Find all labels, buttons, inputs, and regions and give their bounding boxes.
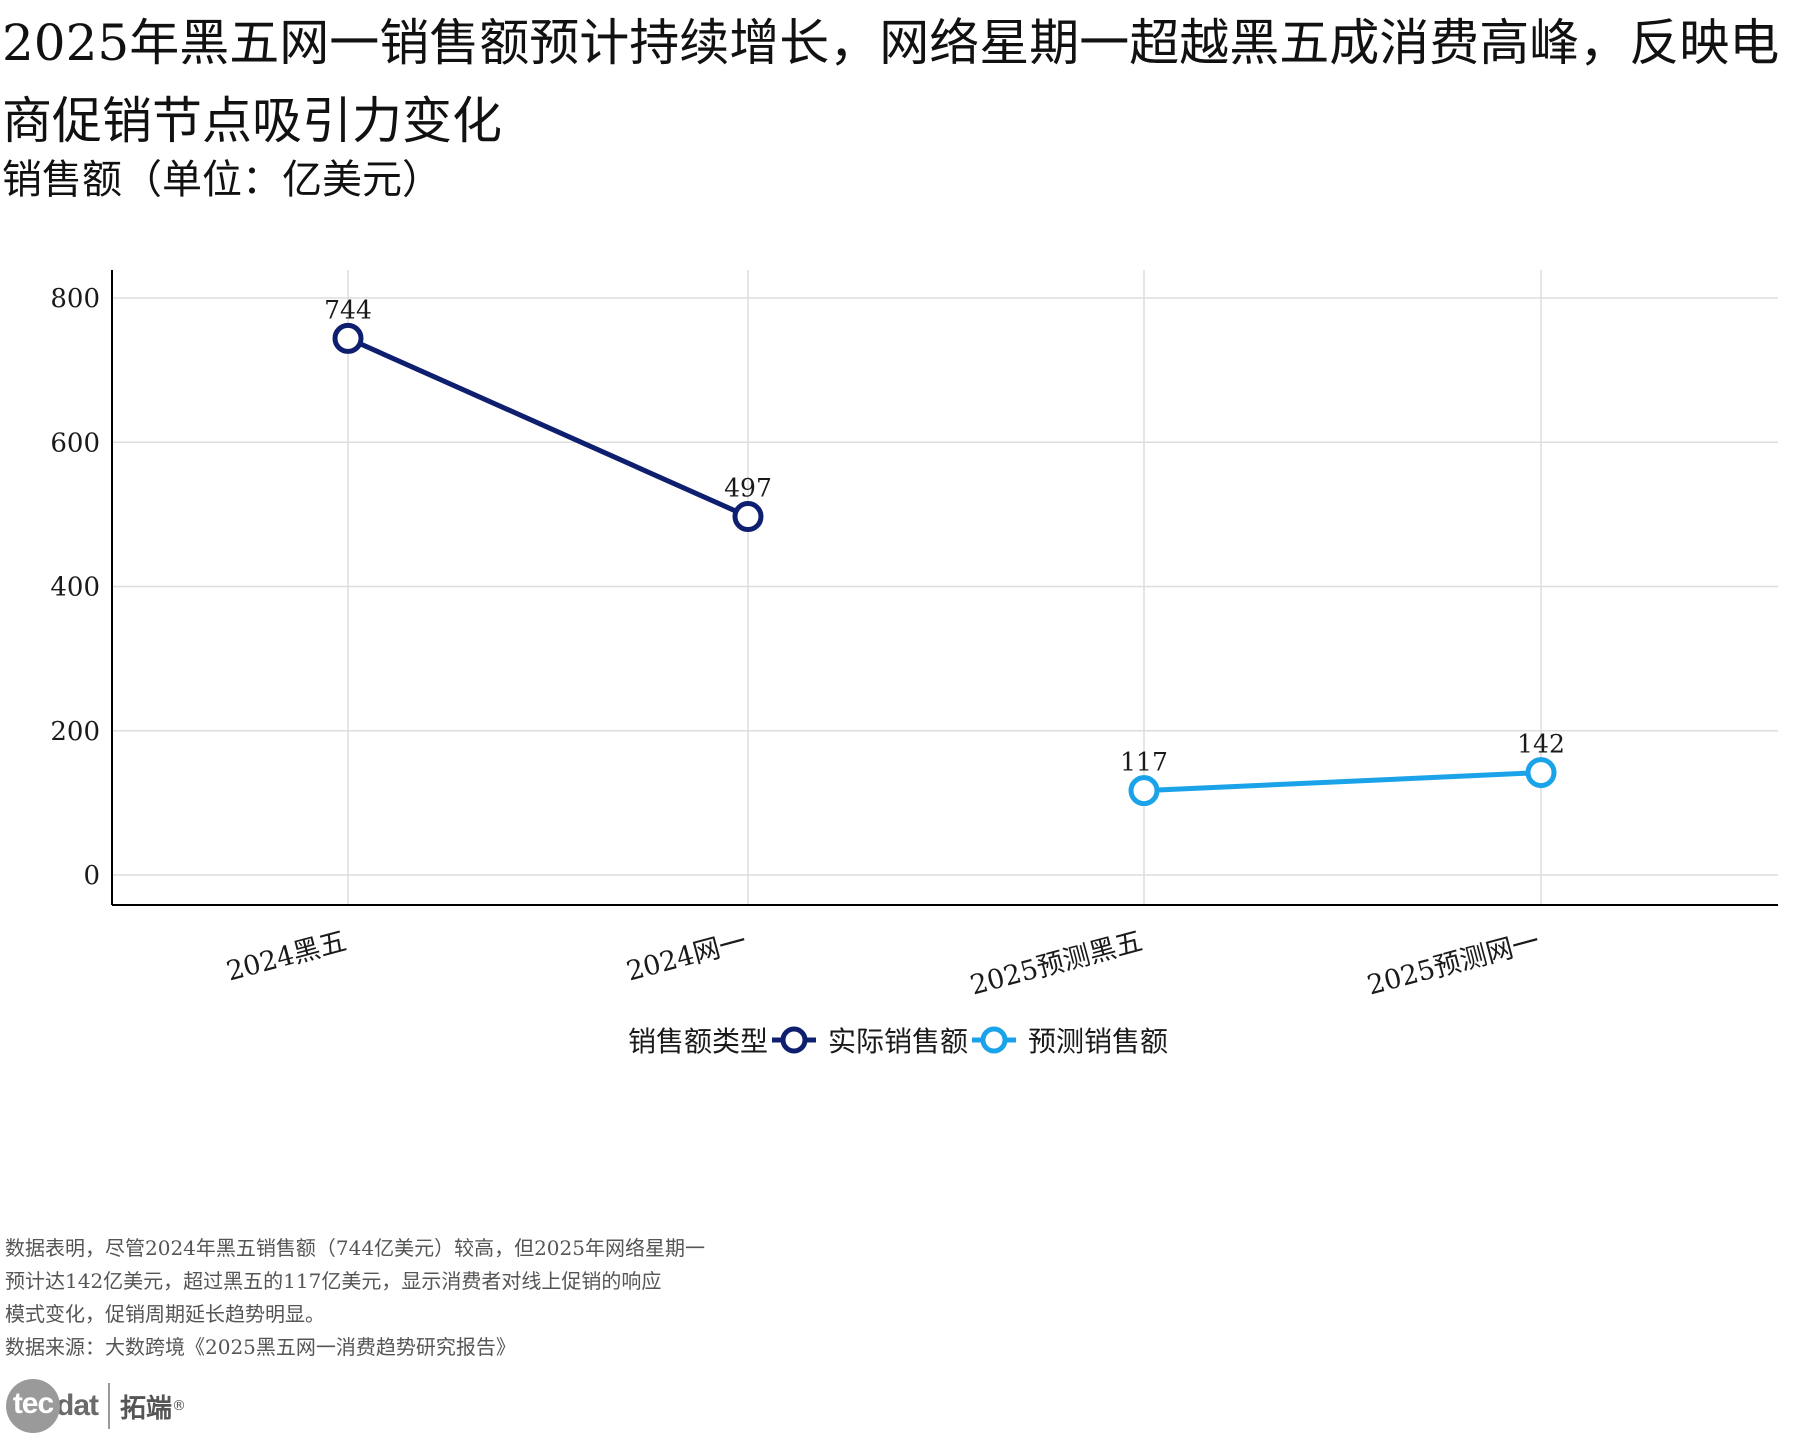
- data-labels: 744 497 117 142: [324, 295, 1565, 776]
- data-point: [1128, 775, 1160, 807]
- legend-key-actual-icon: [771, 1026, 816, 1054]
- legend-title: 销售额类型: [627, 1025, 768, 1058]
- legend-item-forecast: 预测销售额: [972, 1020, 1168, 1060]
- logo-registered-mark: ®: [172, 1398, 187, 1414]
- data-label: 744: [324, 295, 372, 324]
- x-tick-label: 2025预测黑五: [967, 926, 1146, 1000]
- legend: 销售额类型 实际销售额 预测销售额: [0, 1020, 1800, 1060]
- legend-label-forecast: 预测销售额: [1028, 1025, 1169, 1058]
- legend-item-actual: 实际销售额: [771, 1020, 968, 1060]
- data-point: [1525, 757, 1557, 789]
- logo-circle: tec: [6, 1379, 60, 1433]
- series-line: [346, 336, 750, 519]
- footer-line: 模式变化，促销周期延长趋势明显。: [5, 1302, 325, 1326]
- footer-line: 预计达142亿美元，超过黑五的117亿美元，显示消费者对线上促销的响应: [5, 1269, 662, 1293]
- y-tick-label: 0: [83, 861, 100, 891]
- chart-title: 2025年黑五网一销售额预计持续增长，网络星期一超越黑五成消费高峰，反映电商促销…: [2, 14, 1780, 150]
- data-label: 142: [1517, 730, 1565, 759]
- data-label: 117: [1120, 748, 1168, 777]
- y-tick-label: 800: [50, 284, 100, 314]
- legend-key-forecast-icon: [972, 1026, 1016, 1054]
- axes: [111, 270, 1778, 906]
- series-lines: [346, 336, 1542, 794]
- footer-line: 数据表明，尽管2024年黑五销售额（744亿美元）较高，但2025年网络星期一: [5, 1236, 705, 1260]
- chart-subtitle: 销售额（单位：亿美元）: [2, 157, 442, 203]
- y-tick-label: 600: [50, 428, 100, 458]
- y-tick-label: 200: [50, 717, 100, 747]
- legend-label-actual: 实际销售额: [827, 1025, 968, 1058]
- data-point: [732, 501, 764, 533]
- brand-logo: tec dat 拓端 ®: [6, 1378, 186, 1434]
- series-line: [1143, 770, 1542, 794]
- logo-circle-text: tec: [12, 1387, 54, 1420]
- logo-divider: [108, 1383, 110, 1429]
- logo-wordmark: dat: [56, 1389, 99, 1422]
- data-point: [332, 322, 364, 354]
- y-tick-labels: 0 200 400 600 800: [50, 284, 100, 891]
- footer-source: 数据来源：大数跨境《2025黑五网一消费趋势研究报告》: [5, 1335, 516, 1359]
- grid-lines: [112, 270, 1778, 905]
- footer-notes: 数据表明，尽管2024年黑五销售额（744亿美元）较高，但2025年网络星期一 …: [5, 1232, 765, 1364]
- x-tick-label: 2025预测网一: [1364, 926, 1543, 1000]
- x-tick-labels: 2024黑五 2024网一 2025预测黑五 2025预测网一: [223, 926, 1543, 1000]
- line-chart: 0 200 400 600 800 2024黑五 2024网一 2025预测黑五 2025预测…: [50, 270, 1778, 1000]
- x-tick-label: 2024网一: [623, 926, 750, 988]
- data-label: 497: [724, 474, 772, 503]
- y-tick-label: 400: [50, 573, 100, 603]
- data-points: [332, 322, 1557, 807]
- logo-chinese-name: 拓端: [120, 1393, 173, 1424]
- x-tick-label: 2024黑五: [223, 926, 350, 988]
